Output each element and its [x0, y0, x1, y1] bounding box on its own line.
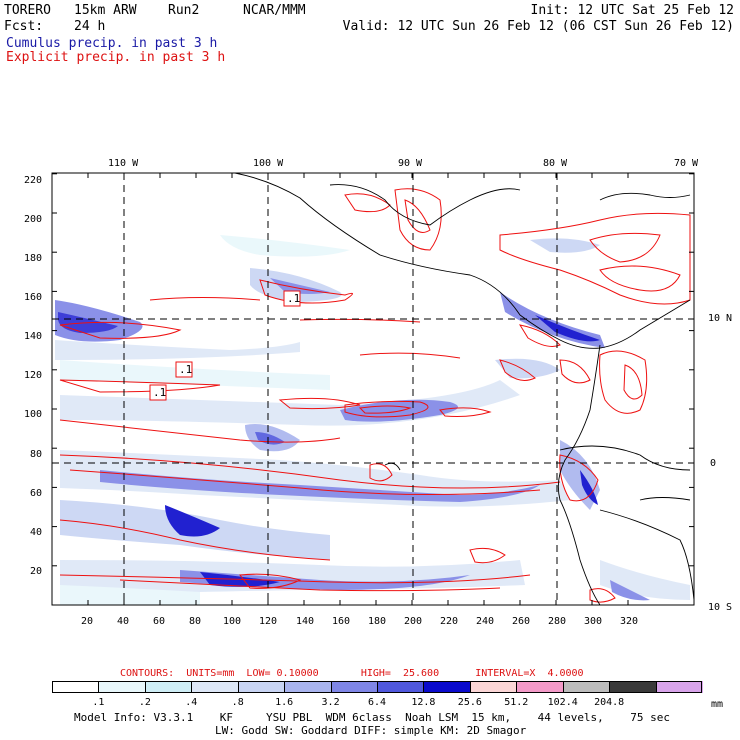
contour-info: CONTOURS: UNITS=mm LOW= 0.10000 HIGH= 25… [120, 668, 584, 679]
init-time: Init: 12 UTC Sat 25 Feb 12 [530, 3, 735, 18]
y-tick-label: 220 [24, 175, 43, 186]
colorbar-swatch [562, 681, 611, 693]
x-tick-label: 40 [117, 616, 130, 627]
colorbar-label: 12.8 [411, 697, 436, 708]
colorbar-label: 1.6 [275, 697, 294, 708]
colorbar-label: 102.4 [547, 697, 578, 708]
y-tick-label: 140 [24, 331, 43, 342]
lat-lon-grid [52, 173, 694, 605]
y-tick-label: 200 [24, 214, 43, 225]
colorbar-label: 6.4 [367, 697, 387, 708]
colorbar-label: .4 [185, 697, 198, 708]
colorbar-swatch [144, 681, 193, 693]
colorbar-label: 25.6 [457, 697, 482, 708]
y-tick-label: 40 [30, 527, 43, 538]
x-tick-label: 140 [296, 616, 315, 627]
y-tick-label: 180 [24, 253, 43, 264]
lon-label: 70 W [674, 158, 699, 169]
contour-label-boxes [149, 290, 301, 401]
colorbar-swatch [655, 681, 703, 693]
x-tick-label: 20 [81, 616, 94, 627]
explicit-precip-label: Explicit precip. in past 3 h [6, 50, 226, 65]
x-tick-label: 260 [512, 616, 531, 627]
x-tick-label: 240 [476, 616, 495, 627]
y-tick-label: 20 [30, 566, 43, 577]
org-label: NCAR/MMM [243, 3, 306, 18]
colorbar-swatch [377, 681, 425, 693]
y-tick-label: 80 [30, 449, 43, 460]
x-tick-label: 200 [404, 616, 423, 627]
forecast-hours: 24 h [74, 19, 106, 34]
x-tick-label: 120 [259, 616, 278, 627]
colorbar-label: .2 [138, 697, 151, 708]
x-tick-label: 80 [189, 616, 202, 627]
map-frame [51, 172, 695, 606]
model-resolution: 15km ARW [74, 3, 137, 18]
lon-label: 90 W [398, 158, 423, 169]
contour-label: .1 [287, 292, 301, 305]
y-tick-label: 100 [24, 409, 43, 420]
colorbar-label: 3.2 [321, 697, 340, 708]
colorbar-frame [52, 681, 702, 693]
lat-label: 10 S [708, 602, 733, 613]
colorbar-swatch [237, 681, 286, 693]
colorbar-swatch [469, 681, 518, 693]
y-tick-label: 120 [24, 370, 43, 381]
colorbar-label: .8 [231, 697, 244, 708]
colorbar-label: 204.8 [594, 697, 625, 708]
lon-label: 80 W [543, 158, 568, 169]
x-tick-label: 160 [332, 616, 351, 627]
explicit-precip-contours [59, 188, 691, 603]
x-tick-label: 280 [548, 616, 567, 627]
x-tick-label: 100 [223, 616, 242, 627]
colorbar-swatch [284, 681, 332, 693]
colorbar-label: .1 [92, 697, 105, 708]
colorbar-label: 51.2 [504, 697, 529, 708]
y-tick-label: 60 [30, 488, 43, 499]
lat-label: 0 [710, 458, 717, 469]
model-name: TORERO [4, 3, 51, 18]
lon-label: 100 W [253, 158, 284, 169]
lon-label: 110 W [108, 158, 139, 169]
y-ticks [52, 173, 694, 606]
contour-label: .1 [179, 363, 193, 376]
colorbar-swatch [609, 681, 657, 693]
x-tick-label: 60 [153, 616, 166, 627]
x-tick-label: 220 [440, 616, 459, 627]
colorbar-unit: mm [711, 699, 724, 710]
colorbar-swatch [191, 681, 239, 693]
contour-label: .1 [153, 386, 167, 399]
forecast-label: Fcst: [4, 19, 44, 34]
colorbar-swatch [423, 681, 471, 693]
x-tick-label: 300 [584, 616, 603, 627]
run-label: Run2 [168, 3, 200, 18]
x-ticks [51, 173, 629, 605]
lat-label: 10 N [708, 313, 733, 324]
valid-time: Valid: 12 UTC Sun 26 Feb 12 (06 CST Sun … [342, 19, 734, 34]
x-tick-label: 180 [368, 616, 387, 627]
colorbar-swatch [330, 681, 378, 693]
cumulus-precip-label: Cumulus precip. in past 3 h [6, 36, 218, 51]
colorbar-swatch [98, 681, 146, 693]
physics-info: LW: Godd SW: Goddard DIFF: simple KM: 2D… [215, 724, 527, 737]
model-info: Model Info: V3.3.1 KF YSU PBL WDM 6class… [74, 711, 671, 724]
coastlines [234, 173, 694, 605]
colorbar-swatch [516, 681, 564, 693]
y-tick-label: 160 [24, 292, 43, 303]
x-tick-label: 320 [620, 616, 639, 627]
cumulus-precip-field [55, 235, 690, 605]
